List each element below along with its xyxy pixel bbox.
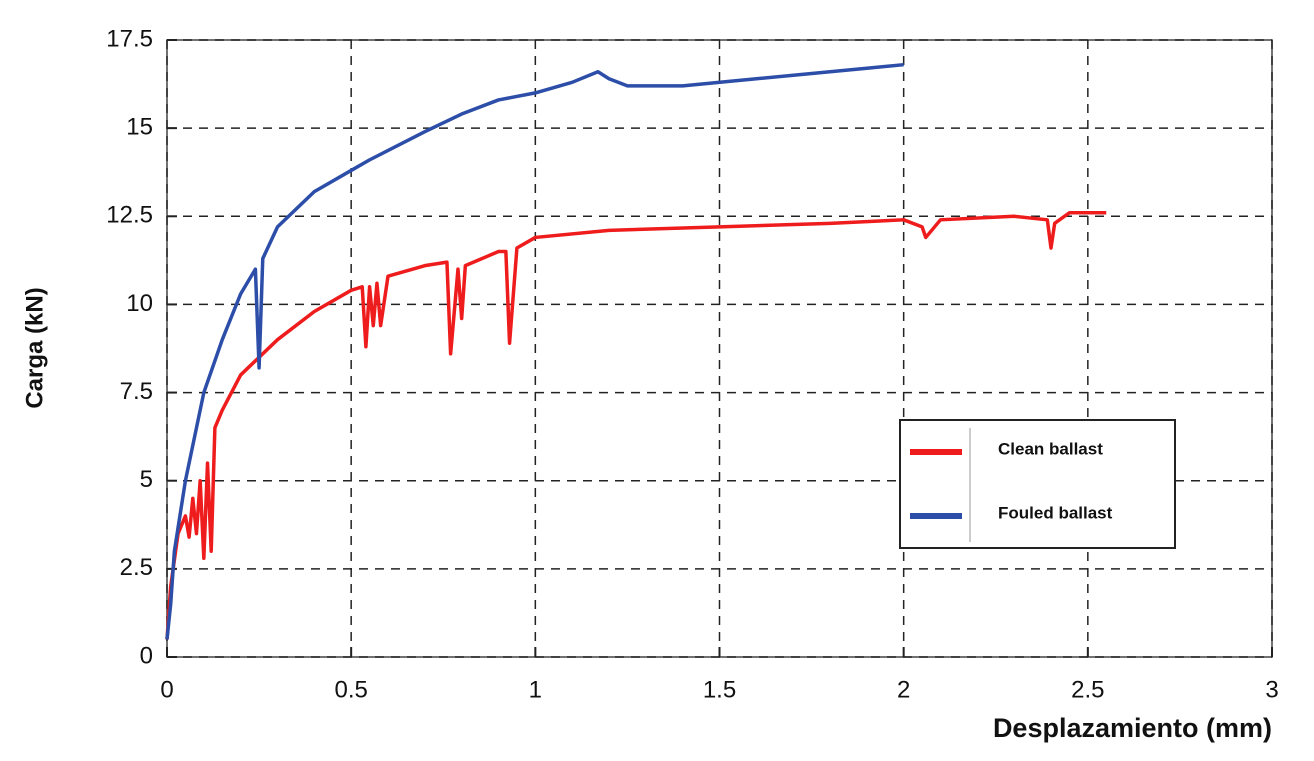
x-tick-label: 2.5 [1071, 676, 1104, 703]
x-tick-label: 0.5 [334, 676, 367, 703]
x-tick-label: 2 [897, 676, 910, 703]
y-tick-label: 10 [126, 290, 153, 317]
legend-label: Clean ballast [998, 439, 1103, 458]
x-tick-label: 1.5 [703, 676, 736, 703]
x-tick-label: 3 [1265, 676, 1278, 703]
legend-label: Fouled ballast [998, 503, 1113, 522]
y-tick-label: 17.5 [106, 25, 153, 52]
legend-box [899, 419, 1176, 549]
x-axis-label: Desplazamiento (mm) [993, 713, 1272, 743]
y-tick-label: 12.5 [106, 202, 153, 229]
y-tick-label: 15 [126, 113, 153, 140]
y-tick-label: 7.5 [120, 378, 153, 405]
series-line [165, 62, 904, 640]
legend: Clean ballast Fouled ballast [899, 419, 1176, 549]
series-line [165, 211, 1107, 640]
y-axis-label: Carga (kN) [21, 287, 48, 408]
y-tick-label: 0 [140, 642, 153, 669]
y-tick-label: 5 [140, 466, 153, 493]
x-tick-label: 1 [529, 676, 542, 703]
y-tick-label: 2.5 [120, 554, 153, 581]
x-tick-label: 0 [160, 676, 173, 703]
